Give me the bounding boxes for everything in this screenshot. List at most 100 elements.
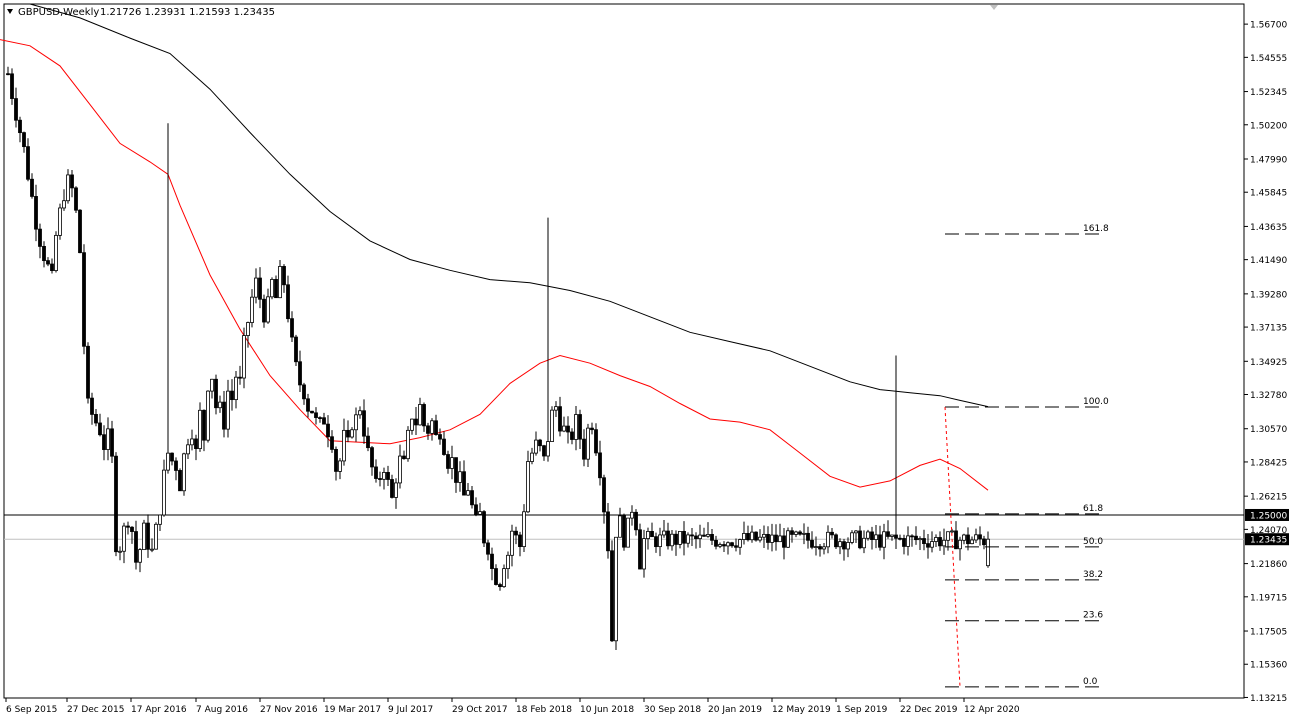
candle-body: [98, 422, 102, 436]
candle-body: [126, 525, 130, 528]
candle-body: [254, 277, 258, 298]
candle-body: [26, 146, 30, 180]
candle-body: [718, 544, 722, 547]
candle-body: [638, 529, 642, 570]
candle-body: [498, 584, 502, 588]
candle-body: [954, 530, 958, 550]
candle-body: [250, 296, 254, 323]
time-axis[interactable]: 6 Sep 2015 27 Dec 2015 17 Apr 2016 7 Aug 20…: [5, 698, 1020, 715]
candle-body: [690, 534, 694, 537]
candle-body: [462, 471, 466, 496]
time-axis-label: 22 Dec 2019: [900, 705, 958, 715]
candle-body: [950, 530, 954, 533]
candle-body: [38, 228, 42, 247]
price-axis-label: 1.54555: [1250, 54, 1287, 64]
candle-body: [146, 522, 150, 550]
candle-body: [914, 535, 918, 541]
candle-body: [934, 537, 938, 542]
candle-body: [822, 546, 826, 550]
time-axis-label: 10 Jun 2018: [580, 705, 634, 715]
price-axis-label: 1.24070: [1250, 526, 1287, 536]
candle-body: [562, 425, 566, 432]
candle-body: [310, 410, 314, 414]
candle-body: [18, 119, 22, 134]
candle-body: [698, 534, 702, 540]
candle-body: [646, 531, 650, 539]
candle-body: [542, 445, 546, 457]
candle-body: [706, 534, 710, 537]
candle-body: [806, 532, 810, 541]
candle-body: [166, 452, 170, 471]
candle-body: [242, 335, 246, 379]
price-axis-label: 1.15360: [1250, 661, 1287, 671]
candle-body: [554, 406, 558, 411]
candle-body: [746, 533, 750, 541]
candlesticks: [6, 66, 990, 651]
candle-body: [502, 568, 506, 588]
candle-body: [618, 515, 622, 538]
candle-body: [82, 252, 86, 347]
candle-body: [918, 538, 922, 541]
candle-body: [538, 439, 542, 447]
candle-body: [838, 541, 842, 548]
candle-body: [198, 409, 202, 450]
candle-body: [642, 538, 646, 570]
price-axis-label: 1.34925: [1250, 358, 1287, 368]
fibonacci-retracement[interactable]: 161.8 100.0 61.8 50.0 38.2 23.6 0.0: [944, 224, 1109, 688]
candle-body: [942, 539, 946, 547]
price-axis-label: 1.28425: [1250, 458, 1287, 468]
candle-body: [578, 414, 582, 440]
candle-body: [178, 470, 182, 492]
price-axis[interactable]: 1.56700 1.54555 1.52345 1.50200 1.47990 1.458…: [1244, 21, 1289, 704]
candle-body: [842, 541, 846, 550]
price-axis-label: 1.43635: [1250, 223, 1287, 233]
candle-body: [658, 534, 662, 548]
price-axis-label: 1.32780: [1250, 391, 1287, 401]
price-tag: [1245, 533, 1289, 546]
candle-body: [514, 530, 518, 536]
fib-level-label: 38.2: [1083, 570, 1103, 580]
candle-body: [610, 550, 614, 642]
candle-body: [518, 534, 522, 547]
candle-body: [294, 336, 298, 363]
price-axis-label: 1.37135: [1250, 324, 1287, 334]
candle-body: [222, 401, 226, 430]
candle-body: [358, 410, 362, 416]
candle-body: [386, 472, 390, 480]
candle-body: [566, 425, 570, 433]
candle-body: [574, 414, 578, 440]
candle-body: [410, 418, 414, 431]
candle-body: [202, 409, 206, 441]
candle-body: [986, 538, 990, 567]
candle-body: [490, 553, 494, 569]
candle-body: [778, 535, 782, 543]
scroll-marker-icon[interactable]: [990, 5, 998, 10]
time-axis-label: 19 Mar 2017: [324, 705, 381, 715]
candle-body: [522, 511, 526, 547]
price-axis-label: 1.56700: [1250, 21, 1287, 31]
candle-body: [14, 98, 18, 121]
price-axis-label: 1.41490: [1250, 256, 1287, 266]
price-tag-label: 1.25000: [1250, 511, 1287, 521]
triangle-down-icon[interactable]: [7, 9, 13, 14]
candle-body: [122, 525, 126, 552]
candle-body: [858, 530, 862, 549]
candle-body: [486, 542, 490, 555]
candle-body: [734, 545, 738, 548]
candle-body: [402, 455, 406, 460]
candle-body: [422, 404, 426, 427]
candle-body: [798, 531, 802, 535]
candle-body: [218, 401, 222, 409]
moving-average-slow: [29, 3, 989, 408]
candle-body: [106, 428, 110, 450]
candle-body: [586, 427, 590, 460]
candle-body: [282, 266, 286, 286]
candle-body: [174, 460, 178, 471]
candle-body: [714, 539, 718, 547]
fib-level-label: 61.8: [1083, 504, 1103, 514]
candle-body: [350, 429, 354, 438]
candle-body: [362, 410, 366, 437]
candle-body: [438, 434, 442, 440]
